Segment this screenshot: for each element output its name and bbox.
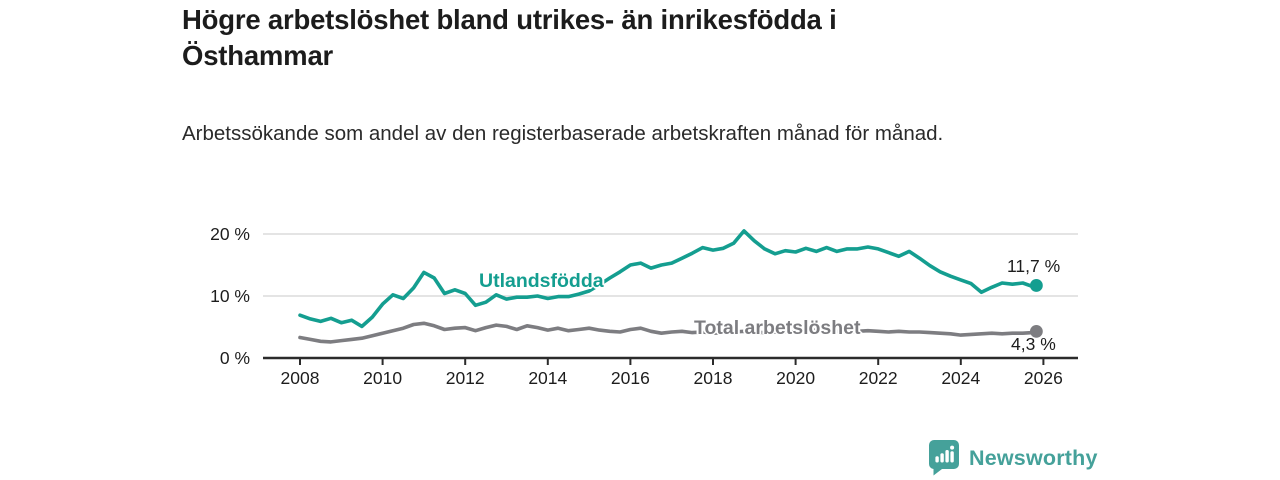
newsworthy-logo: Newsworthy: [929, 440, 1098, 476]
x-tick-label: 2024: [941, 368, 980, 388]
end-value-label-total-arbetsloshet: 4,3 %: [1011, 334, 1056, 354]
x-tick-label: 2026: [1024, 368, 1063, 388]
newsworthy-logo-icon: [929, 440, 959, 476]
series-line: [298, 229, 1039, 329]
series-label-total-arbetsloshet: Total arbetslöshet: [694, 317, 861, 339]
x-tick-label: 2012: [446, 368, 485, 388]
x-tick-label: 2020: [776, 368, 815, 388]
series-label-utlandsfodda: Utlandsfödda: [479, 270, 604, 292]
y-tick-label: 20 %: [210, 224, 250, 244]
y-tick-label: 10 %: [210, 286, 250, 306]
newsworthy-wordmark: Newsworthy: [969, 445, 1098, 470]
x-tick-label: 2008: [281, 368, 320, 388]
x-tick-label: 2022: [859, 368, 898, 388]
x-tick-label: 2016: [611, 368, 650, 388]
series-end-dot: [1029, 279, 1043, 292]
y-tick-label: 0 %: [220, 348, 250, 368]
series-line: [298, 321, 1039, 344]
x-tick-label: 2014: [528, 368, 567, 388]
chart-title: Högre arbetslöshet bland utrikes- än inr…: [182, 4, 837, 71]
end-value-label-utlandsfodda: 11,7 %: [1007, 256, 1061, 276]
series-end-dot: [1029, 324, 1043, 338]
chart-subtitle: Arbetssökande som andel av den registerb…: [182, 122, 944, 145]
x-tick-label: 2010: [363, 368, 402, 388]
x-tick-label: 2018: [694, 368, 733, 388]
